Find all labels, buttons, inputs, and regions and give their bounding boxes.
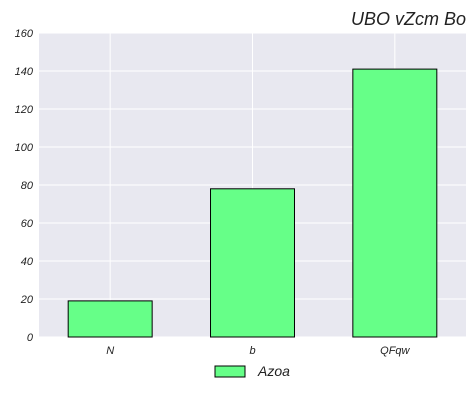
bar-QFqw [352,68,438,338]
x-tick-label-b: b [249,345,255,357]
y-tick-label-0: 0 [27,332,34,344]
bar-b [210,188,295,338]
x-tick-label-QFqw: QFqw [380,345,410,357]
y-axis-tick-labels: 0 20 40 60 80 100 120 140 160 [15,28,34,344]
legend-label-azoa: Azoa [257,363,290,379]
y-tick-label-60: 60 [21,218,34,230]
legend: Azoa [214,363,290,379]
legend-swatch [214,365,246,378]
y-tick-label-140: 140 [15,66,34,78]
y-tick-label-40: 40 [21,256,34,268]
y-tick-label-120: 120 [15,104,34,116]
y-tick-label-80: 80 [21,180,34,192]
bars [67,68,438,338]
chart-title: UBO vZcm Bo [351,9,466,29]
y-tick-label-100: 100 [15,142,34,154]
y-tick-label-20: 20 [20,294,34,306]
y-tick-label-160: 160 [15,28,34,40]
x-tick-label-N: N [106,345,114,357]
bar-N [67,300,153,338]
